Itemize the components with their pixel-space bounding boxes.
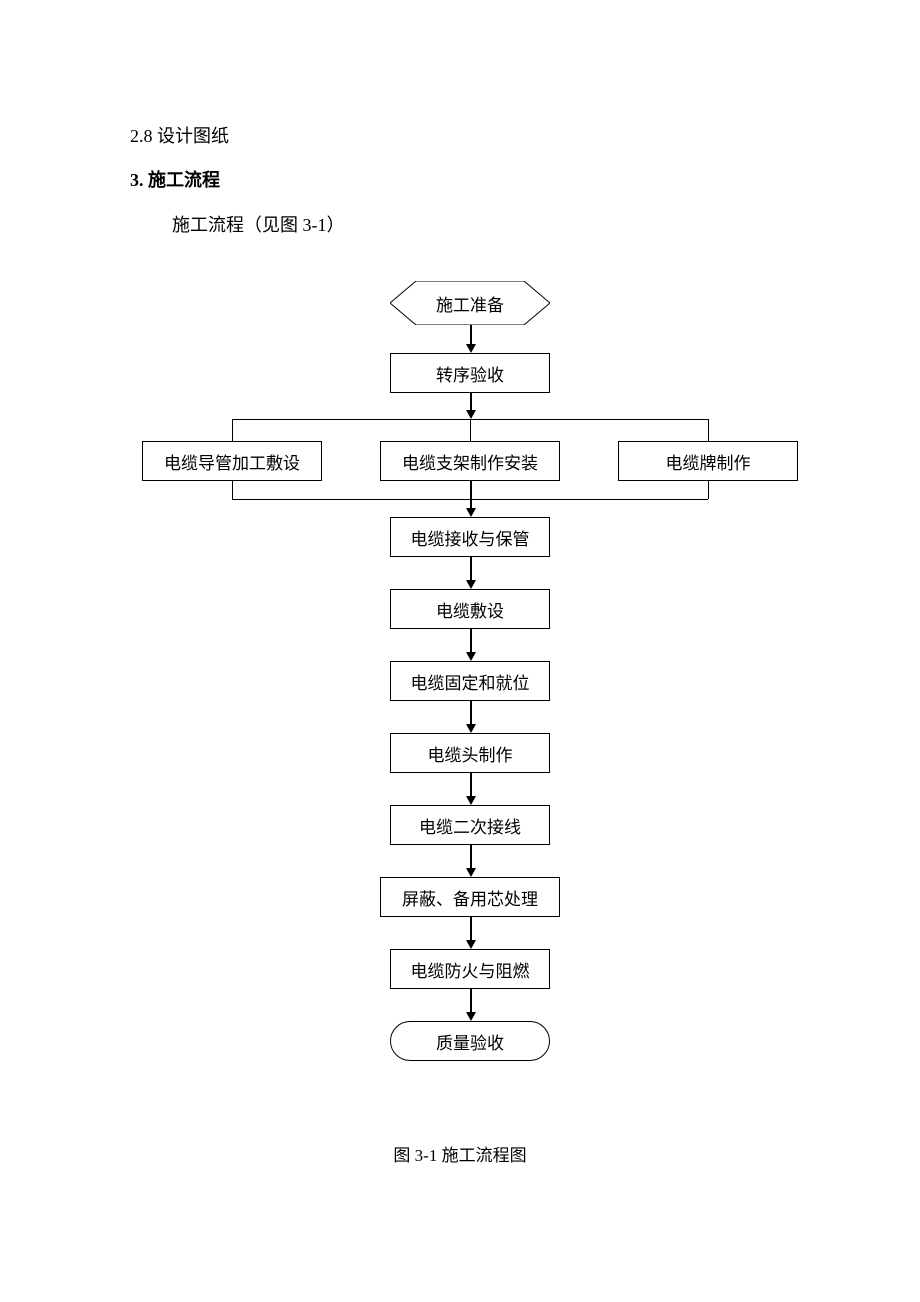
flowchart-node: 施工准备 [390,281,550,325]
flowchart-node: 电缆牌制作 [618,441,798,481]
flowchart-node: 电缆接收与保管 [390,517,550,557]
flowchart-node: 电缆防火与阻燃 [390,949,550,989]
flowchart-diagram: 施工准备转序验收电缆导管加工敷设 电缆支架制作安装 电缆牌制作电缆接收与保管电缆敷设… [130,281,810,1101]
flowchart-arrowhead [466,724,476,733]
flowchart-arrow [470,481,472,509]
flowchart-arrow [470,917,472,941]
flowchart-arrow [470,557,472,581]
subtitle: 施工流程（见图 3-1） [130,209,790,241]
flowchart-node: 电缆敷设 [390,589,550,629]
flowchart-arrowhead [466,410,476,419]
flowchart-node: 电缆固定和就位 [390,661,550,701]
flowchart-split-drop [470,419,471,441]
flowchart-arrowhead [466,940,476,949]
flowchart-arrow [470,393,472,411]
flowchart-node: 屏蔽、备用芯处理 [380,877,560,917]
heading-3: 3. 施工流程 [130,164,790,196]
flowchart-node: 质量验收 [390,1021,550,1061]
flowchart-merge-riser [708,481,709,499]
flowchart-merge-bar [232,499,708,500]
flowchart-split-drop [708,419,709,441]
flowchart-node: 电缆支架制作安装 [380,441,560,481]
flowchart-node: 电缆导管加工敷设 [142,441,322,481]
flowchart-node: 电缆头制作 [390,733,550,773]
flowchart-node: 转序验收 [390,353,550,393]
flowchart-arrowhead [466,508,476,517]
flowchart-arrow [470,989,472,1013]
flowchart-arrowhead [466,580,476,589]
heading-2-8: 2.8 设计图纸 [130,120,790,152]
flowchart-arrow [470,773,472,797]
figure-caption: 图 3-1 施工流程图 [130,1141,790,1166]
flowchart-arrow [470,845,472,869]
flowchart-arrowhead [466,868,476,877]
flowchart-arrowhead [466,796,476,805]
flowchart-arrow [470,629,472,653]
flowchart-arrow [470,701,472,725]
flowchart-node: 电缆二次接线 [390,805,550,845]
flowchart-arrowhead [466,652,476,661]
flowchart-split-drop [232,419,233,441]
flowchart-arrow [470,325,472,345]
flowchart-arrowhead [466,1012,476,1021]
flowchart-merge-riser [232,481,233,499]
flowchart-arrowhead [466,344,476,353]
